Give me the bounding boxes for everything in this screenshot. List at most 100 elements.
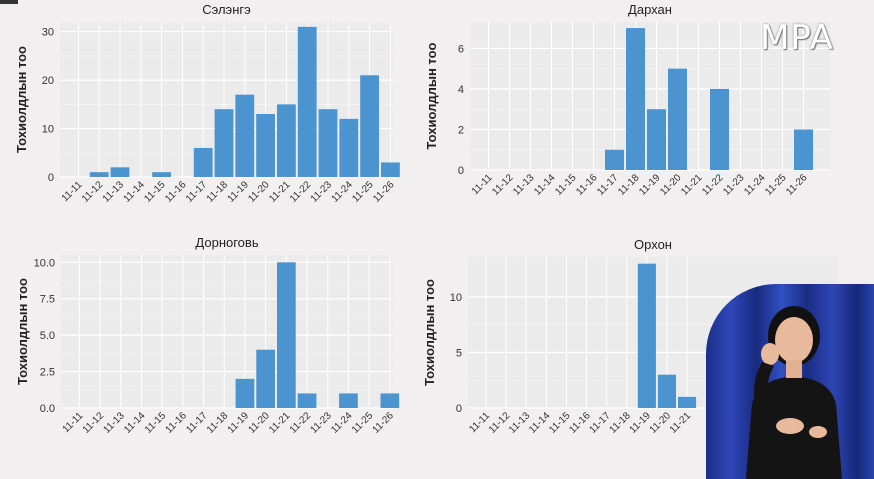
y-tick-label: 4 <box>458 84 464 96</box>
y-tick-label: 10 <box>450 292 462 304</box>
bar-11-20 <box>657 374 676 408</box>
x-tick-label: 11-19 <box>226 410 252 436</box>
sign-language-interpreter <box>706 284 874 479</box>
x-tick-label: 11-15 <box>547 410 573 436</box>
x-tick-label: 11-15 <box>143 410 169 436</box>
y-tick-label: 6 <box>458 43 464 55</box>
x-tick-label: 11-12 <box>80 179 106 205</box>
x-tick-label: 11-21 <box>267 179 293 205</box>
x-tick-label: 11-25 <box>350 410 376 436</box>
y-tick-label: 10 <box>42 124 54 136</box>
bar-11-15 <box>152 172 171 177</box>
x-tick-label: 11-23 <box>721 172 747 198</box>
x-tick-label: 11-26 <box>371 179 397 205</box>
x-tick-label: 11-14 <box>122 410 148 436</box>
bar-11-20 <box>256 349 275 408</box>
bar-11-23 <box>318 109 338 177</box>
x-tick-label: 11-23 <box>309 179 335 205</box>
x-tick-label: 11-21 <box>679 172 705 198</box>
x-tick-label: 11-19 <box>637 172 663 198</box>
x-tick-label: 11-17 <box>184 410 210 436</box>
x-tick-label: 11-17 <box>184 179 210 205</box>
x-tick-label: 11-25 <box>350 179 376 205</box>
x-tick-label: 11-24 <box>330 179 356 205</box>
y-tick-label: 30 <box>42 27 54 39</box>
bar-11-18 <box>626 28 645 171</box>
x-tick-label: 11-18 <box>616 172 642 198</box>
x-tick-label: 11-23 <box>309 410 335 436</box>
chart-title: Дархан <box>628 2 672 17</box>
bar-11-13 <box>110 167 130 177</box>
y-tick-label: 0 <box>48 172 54 184</box>
x-tick-label: 11-13 <box>507 410 533 436</box>
bar-11-22 <box>297 393 317 408</box>
x-tick-label: 11-16 <box>574 172 600 198</box>
x-tick-label: 11-14 <box>532 172 558 198</box>
bar-11-18 <box>214 109 234 177</box>
x-tick-label: 11-24 <box>742 172 768 198</box>
bar-11-21 <box>678 396 697 408</box>
bar-11-26 <box>381 162 400 177</box>
y-axis-label: Тохиолдлын тоо <box>15 278 30 385</box>
x-tick-label: 11-26 <box>784 172 810 198</box>
x-tick-label: 11-20 <box>648 410 674 436</box>
bar-11-19 <box>637 263 656 408</box>
mpa-logo: MPA <box>760 18 834 58</box>
y-tick-label: 20 <box>42 75 54 87</box>
x-tick-label: 11-15 <box>142 179 168 205</box>
x-tick-label: 11-20 <box>246 410 272 436</box>
x-tick-label: 11-18 <box>608 410 634 436</box>
bar-11-19 <box>235 94 255 177</box>
x-tick-label: 11-19 <box>628 410 654 436</box>
x-tick-label: 11-11 <box>470 172 495 197</box>
y-tick-label: 5.0 <box>40 330 55 342</box>
y-tick-label: 0.0 <box>40 403 55 415</box>
bar-11-17 <box>605 149 624 170</box>
x-tick-label: 11-11 <box>467 410 492 435</box>
y-tick-label: 10.0 <box>34 257 55 269</box>
y-axis-label: Тохиолдлын тоо <box>14 46 29 153</box>
x-tick-label: 11-16 <box>164 410 190 436</box>
x-tick-label: 11-12 <box>487 410 513 436</box>
x-tick-label: 11-20 <box>246 179 272 205</box>
y-tick-label: 7.5 <box>40 294 55 306</box>
y-tick-label: 5 <box>456 347 462 359</box>
x-tick-label: 11-25 <box>763 172 789 198</box>
chart-selenge: 010203011-1111-1211-1311-1411-1511-1611-… <box>14 2 400 205</box>
x-tick-label: 11-11 <box>60 179 85 204</box>
x-tick-label: 11-24 <box>329 410 355 436</box>
bar-11-21 <box>277 104 296 177</box>
x-tick-label: 11-17 <box>587 410 613 436</box>
x-tick-label: 11-16 <box>163 179 189 205</box>
x-tick-label: 11-19 <box>226 179 252 205</box>
bar-11-24 <box>339 393 358 408</box>
chart-title: Орхон <box>634 237 672 252</box>
bar-11-12 <box>89 172 109 177</box>
x-tick-label: 11-13 <box>102 410 128 436</box>
x-tick-label: 11-17 <box>595 172 621 198</box>
chart-title: Дорноговь <box>195 235 258 250</box>
x-tick-label: 11-11 <box>61 410 86 435</box>
x-tick-label: 11-18 <box>205 179 231 205</box>
bar-11-21 <box>277 262 296 408</box>
bar-11-24 <box>339 118 359 177</box>
x-tick-label: 11-15 <box>553 172 579 198</box>
bar-11-19 <box>647 109 666 170</box>
bar-11-25 <box>360 75 379 177</box>
bar-11-22 <box>710 88 729 170</box>
x-tick-label: 11-22 <box>700 172 726 198</box>
x-tick-label: 11-26 <box>371 410 397 436</box>
y-tick-label: 0 <box>458 165 464 177</box>
bar-11-20 <box>256 114 275 177</box>
x-tick-label: 11-14 <box>527 410 553 436</box>
bar-11-26 <box>380 393 400 408</box>
x-tick-label: 11-20 <box>658 172 684 198</box>
x-tick-label: 11-13 <box>101 179 127 205</box>
x-tick-label: 11-22 <box>288 410 314 436</box>
y-tick-label: 2.5 <box>40 367 55 379</box>
y-tick-label: 0 <box>456 403 462 415</box>
x-tick-label: 11-21 <box>668 410 694 436</box>
x-tick-label: 11-22 <box>288 179 314 205</box>
x-tick-label: 11-21 <box>267 410 293 436</box>
